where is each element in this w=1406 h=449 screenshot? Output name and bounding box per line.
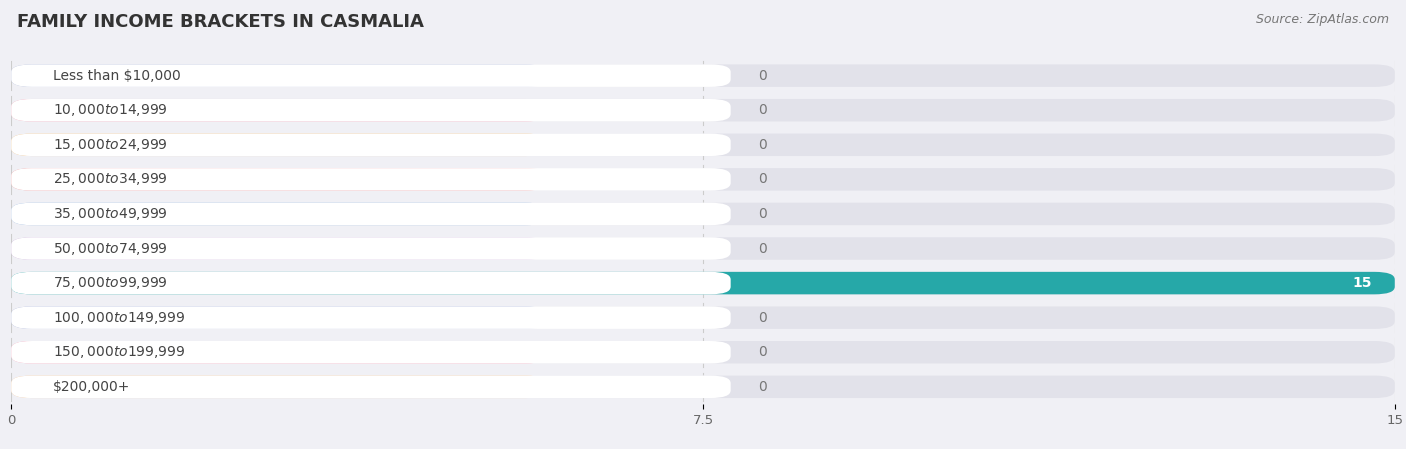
FancyBboxPatch shape: [11, 341, 1395, 364]
Text: $150,000 to $199,999: $150,000 to $199,999: [53, 344, 186, 360]
Text: $15,000 to $24,999: $15,000 to $24,999: [53, 137, 167, 153]
FancyBboxPatch shape: [11, 168, 1395, 191]
Text: Source: ZipAtlas.com: Source: ZipAtlas.com: [1256, 13, 1389, 26]
Text: 0: 0: [758, 138, 768, 152]
FancyBboxPatch shape: [11, 375, 1395, 398]
Text: 0: 0: [758, 172, 768, 186]
FancyBboxPatch shape: [11, 168, 731, 191]
FancyBboxPatch shape: [11, 133, 546, 156]
Text: $35,000 to $49,999: $35,000 to $49,999: [53, 206, 167, 222]
Text: $75,000 to $99,999: $75,000 to $99,999: [53, 275, 167, 291]
Text: 0: 0: [758, 103, 768, 117]
FancyBboxPatch shape: [11, 133, 731, 156]
FancyBboxPatch shape: [11, 99, 731, 122]
FancyBboxPatch shape: [11, 306, 731, 329]
Text: $50,000 to $74,999: $50,000 to $74,999: [53, 241, 167, 256]
FancyBboxPatch shape: [11, 202, 731, 225]
FancyBboxPatch shape: [11, 237, 546, 260]
FancyBboxPatch shape: [11, 64, 731, 87]
Text: 0: 0: [758, 380, 768, 394]
FancyBboxPatch shape: [11, 237, 1395, 260]
Text: 0: 0: [758, 311, 768, 325]
FancyBboxPatch shape: [11, 202, 546, 225]
FancyBboxPatch shape: [11, 341, 546, 364]
FancyBboxPatch shape: [11, 306, 546, 329]
FancyBboxPatch shape: [11, 272, 1395, 295]
FancyBboxPatch shape: [11, 272, 1395, 295]
FancyBboxPatch shape: [11, 272, 731, 295]
Text: 0: 0: [758, 207, 768, 221]
FancyBboxPatch shape: [11, 375, 546, 398]
Text: 0: 0: [758, 345, 768, 359]
Text: 15: 15: [1353, 276, 1372, 290]
FancyBboxPatch shape: [11, 64, 546, 87]
FancyBboxPatch shape: [11, 64, 1395, 87]
FancyBboxPatch shape: [11, 375, 731, 398]
Text: $25,000 to $34,999: $25,000 to $34,999: [53, 172, 167, 187]
Text: Less than $10,000: Less than $10,000: [53, 69, 180, 83]
FancyBboxPatch shape: [11, 99, 1395, 122]
FancyBboxPatch shape: [11, 202, 1395, 225]
Text: $10,000 to $14,999: $10,000 to $14,999: [53, 102, 167, 118]
Text: $100,000 to $149,999: $100,000 to $149,999: [53, 310, 186, 326]
FancyBboxPatch shape: [11, 133, 1395, 156]
Text: $200,000+: $200,000+: [53, 380, 131, 394]
FancyBboxPatch shape: [11, 341, 731, 364]
FancyBboxPatch shape: [11, 168, 546, 191]
Text: 0: 0: [758, 242, 768, 255]
FancyBboxPatch shape: [11, 306, 1395, 329]
FancyBboxPatch shape: [11, 237, 731, 260]
Text: 0: 0: [758, 69, 768, 83]
Text: FAMILY INCOME BRACKETS IN CASMALIA: FAMILY INCOME BRACKETS IN CASMALIA: [17, 13, 423, 31]
FancyBboxPatch shape: [11, 99, 546, 122]
